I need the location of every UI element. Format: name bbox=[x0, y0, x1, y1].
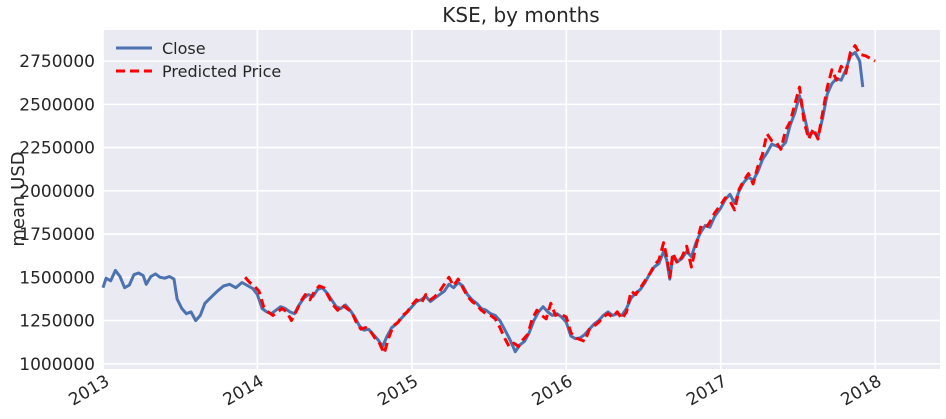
y-tick-label: 1750000 bbox=[19, 225, 95, 245]
chart-title: KSE, by months bbox=[442, 3, 599, 27]
y-tick-label: 2500000 bbox=[19, 95, 95, 115]
legend: Close Predicted Price bbox=[116, 39, 281, 81]
x-tick-label: 2013 bbox=[66, 371, 113, 410]
y-axis-label: mean USD bbox=[8, 151, 29, 246]
y-tick-label: 1000000 bbox=[19, 355, 95, 375]
y-tick-label: 2000000 bbox=[19, 182, 95, 202]
y-tick-label: 2750000 bbox=[19, 52, 95, 72]
series-line-predicted-price bbox=[243, 44, 876, 355]
x-tick-label: 2015 bbox=[374, 371, 421, 410]
series-lines bbox=[101, 44, 876, 355]
x-tick-labels: 2013 2014 2015 2016 2017 2018 bbox=[66, 371, 886, 410]
series-line-close bbox=[101, 51, 865, 354]
y-tick-labels: 1000000 1250000 1500000 1750000 2000000 22500… bbox=[19, 52, 95, 375]
y-tick-label: 1250000 bbox=[19, 312, 95, 332]
legend-label-close: Close bbox=[162, 39, 206, 58]
x-tick-label: 2014 bbox=[220, 371, 267, 410]
legend-label-predicted: Predicted Price bbox=[162, 62, 281, 81]
x-tick-label: 2018 bbox=[838, 371, 885, 410]
y-tick-label: 1500000 bbox=[19, 268, 95, 288]
x-tick-label: 2017 bbox=[683, 371, 730, 410]
x-tick-label: 2016 bbox=[529, 371, 576, 410]
y-tick-label: 2250000 bbox=[19, 139, 95, 159]
